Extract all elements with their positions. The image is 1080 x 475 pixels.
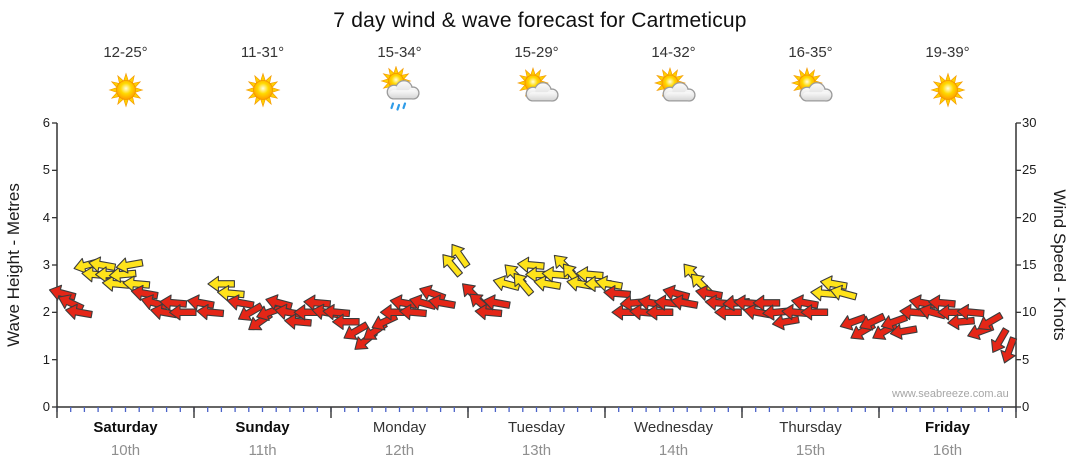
wind-arrow — [451, 243, 471, 269]
wind-arrow — [517, 256, 545, 273]
wind-arrow — [207, 275, 235, 293]
wind-arrow — [88, 256, 117, 273]
wind-arrow — [57, 294, 85, 312]
wind-arrow — [332, 313, 360, 330]
wind-arrow — [237, 302, 264, 321]
wind-arrow — [859, 312, 886, 331]
wind-arrow — [670, 294, 699, 311]
wind-arrow — [343, 321, 370, 340]
wind-arrow — [990, 327, 1010, 353]
wind-arrow — [168, 304, 197, 321]
wind-arrow — [1000, 336, 1018, 364]
wind-arrow — [839, 313, 867, 331]
wind-arrow — [226, 294, 255, 311]
wind-arrow — [829, 284, 858, 301]
watermark: www.seabreeze.com.au — [892, 388, 1009, 400]
wind-arrow — [800, 304, 829, 321]
wind-arrow — [513, 273, 535, 297]
wind-arrow — [714, 304, 742, 321]
wind-arrow — [108, 266, 137, 283]
wind-arrow — [645, 304, 674, 321]
wind-arrow — [977, 311, 1004, 331]
wind-arrow — [533, 275, 562, 292]
wind-arrow — [65, 303, 93, 320]
wind-arrow — [399, 303, 427, 321]
wind-arrow — [956, 303, 985, 321]
wind-arrow — [595, 275, 624, 292]
wind-arrow — [442, 254, 463, 278]
wind-arrow — [771, 314, 800, 331]
wind-arrow — [428, 294, 456, 311]
page-title: 7 day wind & wave forecast for Cartmetic… — [333, 9, 747, 32]
wind-arrow — [284, 313, 312, 330]
wind-arrow — [752, 294, 781, 312]
wind-arrow — [880, 313, 908, 331]
wind-arrow — [575, 266, 604, 283]
wind-arrow — [603, 285, 632, 302]
wind-arrow — [474, 303, 503, 321]
wind-arrow — [482, 294, 511, 311]
wind-arrow — [115, 257, 144, 274]
wind-arrow — [196, 303, 225, 321]
wind-arrow — [889, 323, 918, 340]
